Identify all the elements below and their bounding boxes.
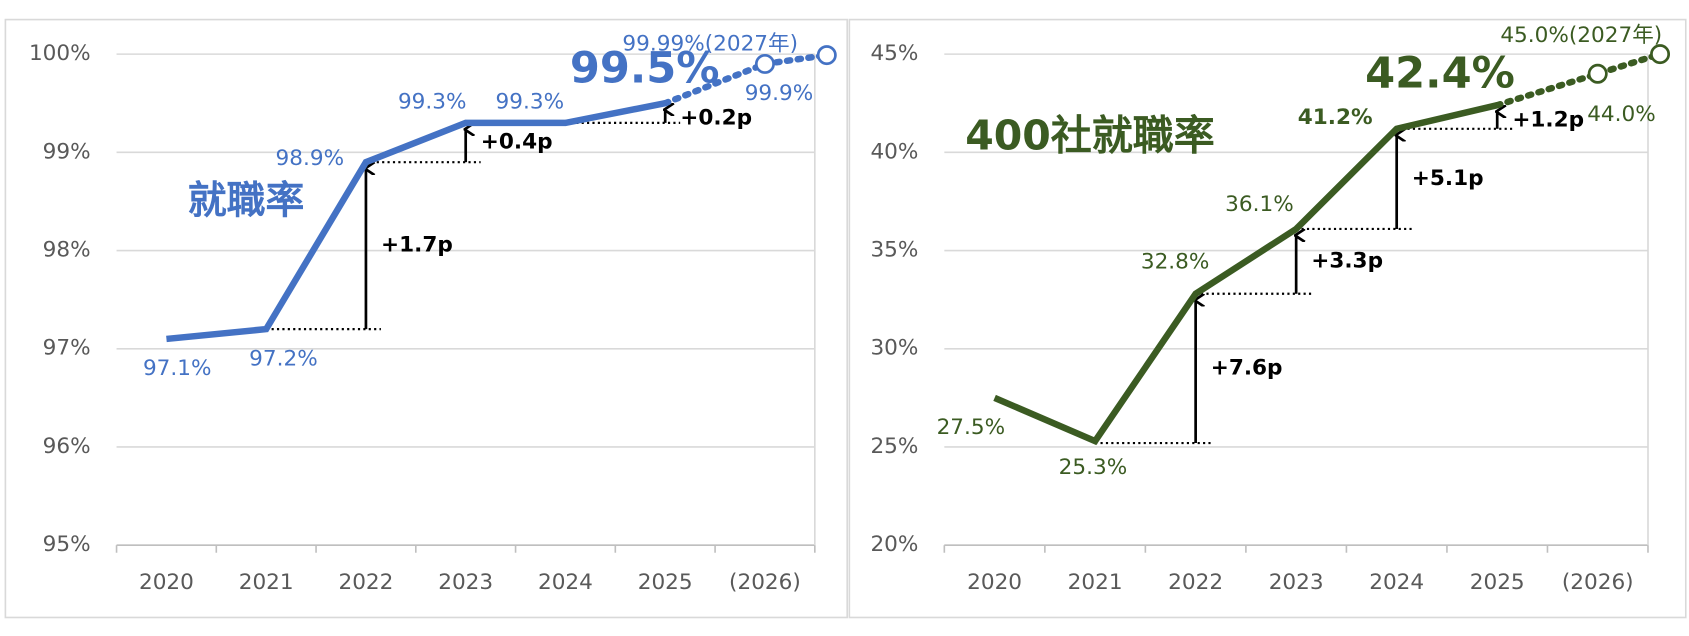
data-label: 45.0%(2027年) <box>1500 23 1662 48</box>
x-tick-label: (2026) <box>1562 570 1634 595</box>
step-label: +0.2p <box>680 105 752 130</box>
series-line <box>166 100 666 343</box>
step-label: +5.1p <box>1412 166 1484 191</box>
x-tick-label: (2026) <box>729 570 801 595</box>
y-tick-label: 98% <box>43 238 91 263</box>
y-tick-label: 96% <box>43 434 91 459</box>
step-label: +7.6p <box>1211 355 1283 380</box>
chart-title: 400社就職率 <box>965 111 1215 159</box>
x-tick-label: 2025 <box>1470 570 1525 595</box>
step-label: +0.4p <box>481 130 553 155</box>
data-label: 97.2% <box>249 346 318 371</box>
y-tick-label: 35% <box>870 238 918 263</box>
step-label: +3.3p <box>1311 248 1383 273</box>
data-label: 99.5% <box>570 43 720 93</box>
data-label: 99.99%(2027年) <box>622 31 798 56</box>
data-label: 97.1% <box>143 356 212 381</box>
x-tick-label: 2022 <box>1168 570 1223 595</box>
x-tick-label: 2021 <box>1068 570 1123 595</box>
data-label: 32.8% <box>1141 249 1210 274</box>
data-label: 99.9% <box>745 81 814 106</box>
data-label: 25.3% <box>1059 455 1128 480</box>
forecast-point <box>816 45 837 66</box>
y-tick-label: 40% <box>870 139 918 164</box>
panel <box>848 18 1687 619</box>
y-tick-label: 100% <box>29 41 91 66</box>
data-label: 98.9% <box>276 146 345 171</box>
x-tick-label: 2022 <box>338 570 393 595</box>
y-tick-label: 99% <box>43 139 91 164</box>
x-tick-label: 2025 <box>638 570 693 595</box>
y-tick-label: 20% <box>870 532 918 557</box>
x-tick-label: 2020 <box>139 570 194 595</box>
x-tick-label: 2021 <box>239 570 294 595</box>
x-tick-label: 2024 <box>538 570 593 595</box>
data-label: 36.1% <box>1225 192 1294 217</box>
data-label: 99.3% <box>398 89 467 114</box>
step-label: +1.2p <box>1512 107 1584 132</box>
data-label: 41.2% <box>1298 105 1373 130</box>
forecast-point <box>1650 44 1671 65</box>
y-tick-label: 45% <box>870 41 918 66</box>
x-tick-label: 2024 <box>1369 570 1424 595</box>
data-label: 44.0% <box>1587 102 1656 127</box>
panel <box>4 18 849 619</box>
y-tick-label: 97% <box>43 336 91 361</box>
x-tick-label: 2023 <box>1269 570 1324 595</box>
chart-title: 就職率 <box>188 179 305 224</box>
y-tick-label: 95% <box>43 532 91 557</box>
data-label: 27.5% <box>937 415 1006 440</box>
x-tick-label: 2023 <box>438 570 493 595</box>
series-line <box>1493 50 1664 109</box>
x-tick-label: 2020 <box>967 570 1022 595</box>
data-label: 99.3% <box>496 89 565 114</box>
y-tick-label: 30% <box>870 336 918 361</box>
data-label: 42.4% <box>1365 49 1515 99</box>
y-tick-label: 25% <box>870 434 918 459</box>
forecast-point <box>1587 63 1608 84</box>
step-label: +1.7p <box>381 233 453 258</box>
forecast-point <box>754 53 775 74</box>
series-line <box>993 102 1498 446</box>
